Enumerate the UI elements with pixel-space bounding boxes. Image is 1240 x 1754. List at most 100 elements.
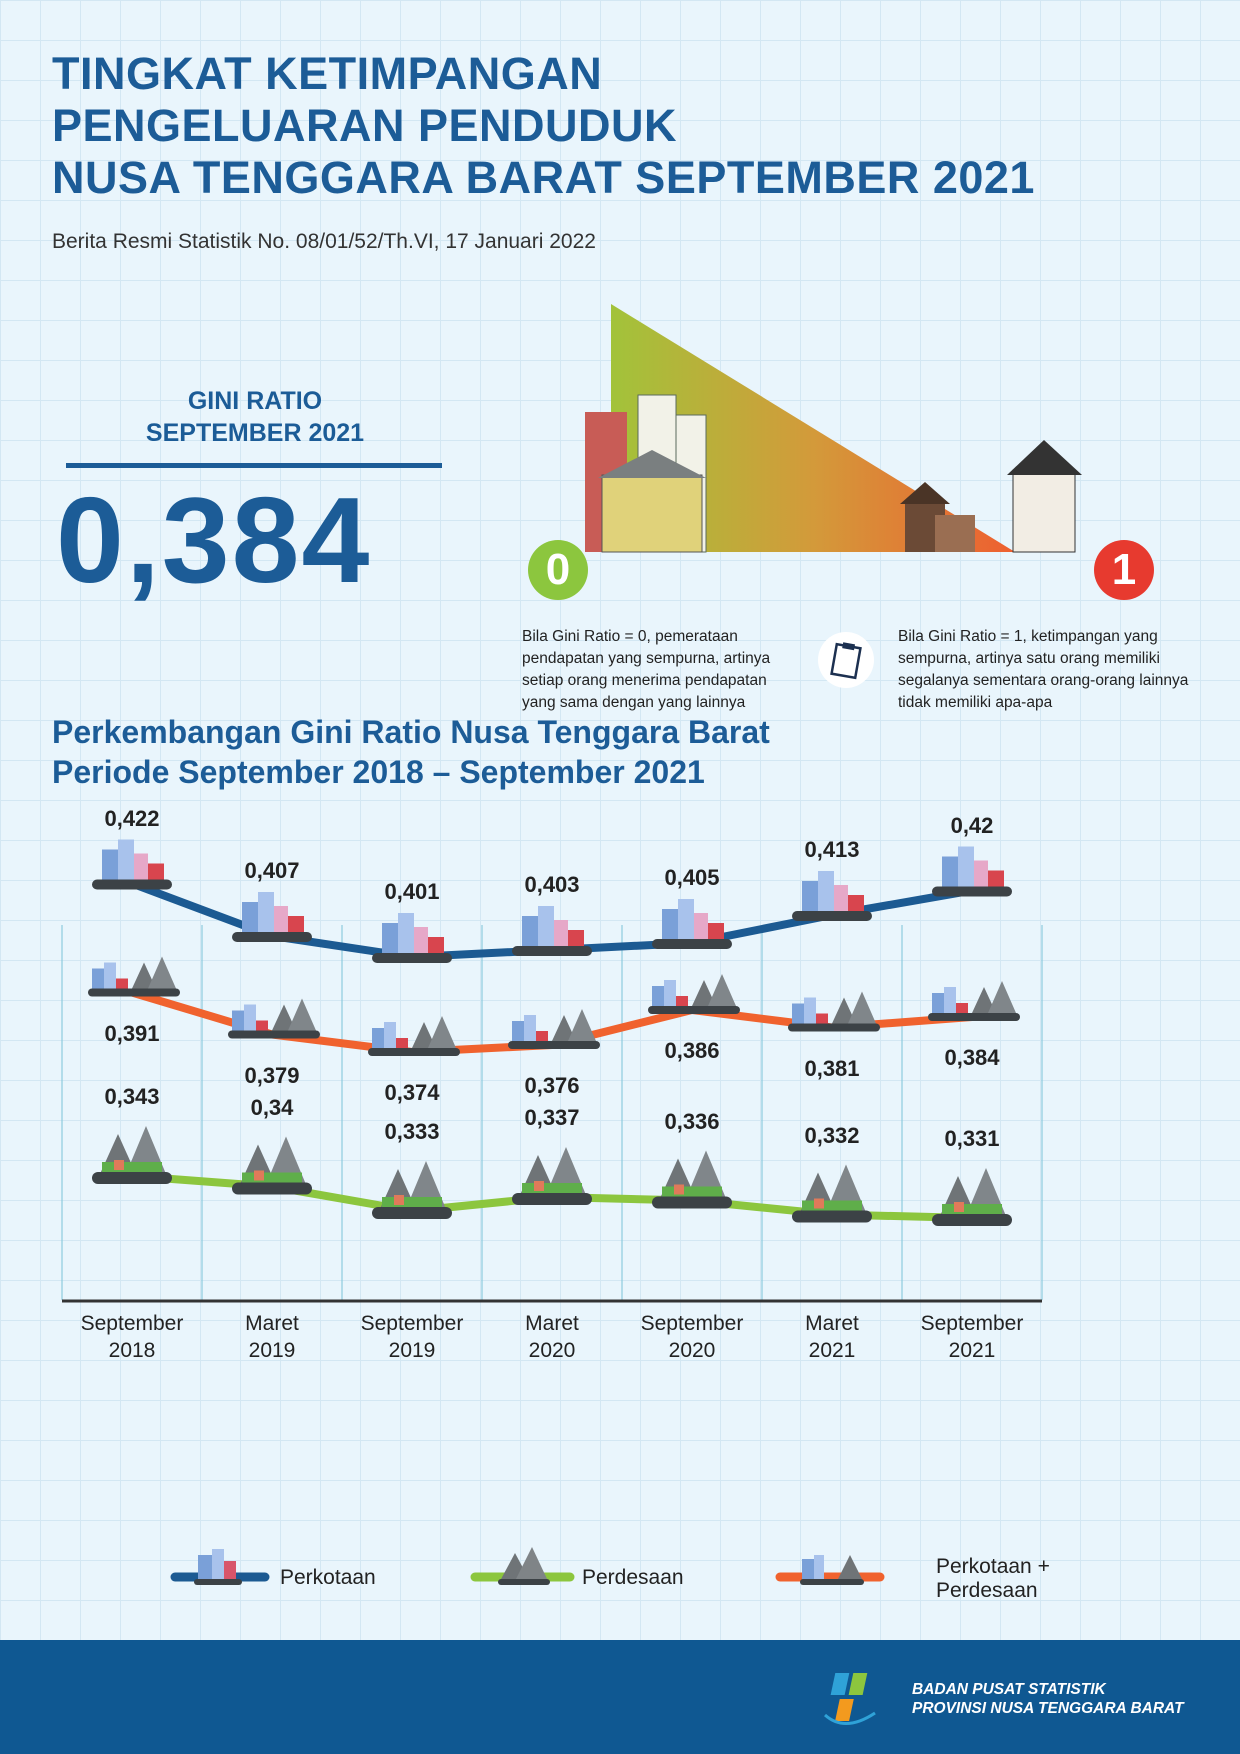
divider [66, 463, 442, 468]
x-tick-label: September 2020 [622, 1310, 762, 1364]
data-label: 0,336 [664, 1108, 720, 1134]
page-title: TINGKAT KETIMPANGAN PENGELUARAN PENDUDUK… [52, 48, 1035, 204]
data-label: 0,343 [104, 1084, 160, 1109]
city-marker-icon [232, 892, 312, 942]
gini-label-line: SEPTEMBER 2021 [145, 419, 365, 447]
city-marker-icon [792, 871, 872, 921]
data-label: 0,407 [244, 858, 300, 883]
org-name-line: PROVINSI NUSA TENGGARA BARAT [912, 1700, 1184, 1717]
x-tick-label-line: September [920, 1312, 1024, 1335]
data-label: 0,332 [804, 1122, 860, 1148]
village-marker-icon [92, 1126, 172, 1184]
inequality-illustration [528, 304, 1154, 600]
clipboard-icon [818, 632, 874, 688]
data-label: 0,374 [384, 1080, 440, 1105]
data-label: 0,376 [524, 1073, 580, 1098]
legend-city-village-icon [800, 1555, 864, 1585]
poor-houses-icon [900, 440, 1082, 553]
chart-title: Perkembangan Gini Ratio Nusa Tenggara Ba… [52, 712, 770, 792]
city-village-marker-icon [928, 981, 1020, 1021]
chart-title-line: Perkembangan Gini Ratio Nusa Tenggara Ba… [52, 714, 770, 750]
data-label: 0,403 [524, 872, 580, 897]
footer [0, 1640, 1240, 1754]
data-label: 0,384 [944, 1045, 1000, 1070]
chart-title-line: Periode September 2018 – September 2021 [52, 754, 705, 790]
village-marker-icon [932, 1168, 1012, 1226]
legend-label-line: Perdesaan [936, 1579, 1038, 1602]
data-label: 0,405 [664, 865, 720, 890]
bps-logo-icon [823, 1673, 876, 1725]
data-label: 0,337 [524, 1105, 580, 1130]
org-name: BADAN PUSAT STATISTIK PROVINSI NUSA TENG… [912, 1680, 1184, 1718]
x-tick-label-line: 2021 [948, 1339, 996, 1362]
x-tick-label-line: 2019 [248, 1339, 296, 1362]
data-label: 0,391 [104, 1020, 160, 1046]
legend-label-total: Perkotaan + Perdesaan [936, 1555, 1050, 1603]
gradient-triangle [611, 304, 1015, 552]
data-label: 0,42 [950, 812, 994, 838]
city-village-marker-icon [368, 1016, 460, 1056]
data-label: 0,34 [250, 1094, 294, 1120]
rich-buildings-icon [585, 394, 707, 553]
x-tick-label-line: 2020 [668, 1339, 716, 1362]
x-tick-label-line: September [80, 1312, 184, 1335]
city-marker-icon [92, 839, 172, 890]
city-village-marker-icon [88, 956, 180, 997]
legend-city-icon [194, 1549, 242, 1585]
data-label: 0,413 [804, 837, 860, 862]
x-tick-label-line: September [640, 1312, 744, 1335]
one-marker [1094, 540, 1154, 600]
legend-label-perdesaan: Perdesaan [582, 1566, 684, 1589]
village-marker-icon [232, 1136, 312, 1195]
legend-label-perkotaan: Perkotaan [280, 1566, 376, 1589]
x-tick-label: Maret 2021 [762, 1310, 902, 1364]
gini-zero-description: Bila Gini Ratio = 0, pemerataan pendapat… [522, 628, 771, 711]
data-label: 0,331 [944, 1126, 1000, 1151]
scale-min-label: 0 [545, 545, 571, 594]
city-marker-icon [372, 913, 452, 963]
org-name-line: BADAN PUSAT STATISTIK [912, 1681, 1106, 1698]
x-tick-label: September 2021 [902, 1310, 1042, 1364]
x-tick-label: Maret 2019 [202, 1310, 342, 1364]
city-marker-icon [652, 899, 732, 949]
chart-legend [170, 1547, 885, 1585]
title-line: NUSA TENGGARA BARAT SEPTEMBER 2021 [52, 152, 1035, 203]
data-label: 0,386 [664, 1038, 720, 1063]
x-tick-label-line: 2021 [808, 1339, 856, 1362]
legend-village-icon [498, 1547, 550, 1585]
gini-one-description: Bila Gini Ratio = 1, ketimpangan yang se… [898, 628, 1189, 711]
release-subtitle: Berita Resmi Statistik No. 08/01/52/Th.V… [52, 230, 596, 253]
city-marker-icon [512, 906, 592, 956]
scale-max-label: 1 [1111, 545, 1137, 594]
data-label: 0,381 [804, 1055, 860, 1081]
gini-label: GINI RATIO SEPTEMBER 2021 [70, 385, 440, 449]
city-village-marker-icon [648, 974, 740, 1014]
legend-label-line: Perkotaan + [936, 1555, 1050, 1578]
zero-marker [528, 540, 588, 600]
village-marker-icon [792, 1164, 872, 1223]
village-marker-icon [512, 1147, 592, 1205]
village-marker-icon [372, 1161, 452, 1219]
x-tick-label: September 2019 [342, 1310, 482, 1364]
x-tick-label-line: 2018 [108, 1339, 156, 1362]
gini-line-chart [61, 839, 1043, 1303]
x-tick-label-line: Maret [525, 1312, 579, 1335]
x-tick-label-line: September [360, 1312, 464, 1335]
title-line: PENGELUARAN PENDUDUK [52, 100, 678, 151]
city-marker-icon [932, 846, 1012, 897]
village-marker-icon [652, 1150, 732, 1209]
data-label: 0,379 [244, 1062, 300, 1088]
city-village-marker-icon [508, 1009, 600, 1049]
x-tick-label: Maret 2020 [482, 1310, 622, 1364]
x-tick-label-line: 2019 [388, 1339, 436, 1362]
x-tick-label-line: 2020 [528, 1339, 576, 1362]
data-label: 0,333 [384, 1119, 440, 1144]
x-tick-label-line: Maret [805, 1312, 859, 1335]
x-tick-label: September 2018 [62, 1310, 202, 1364]
city-village-marker-icon [228, 998, 320, 1039]
title-line: TINGKAT KETIMPANGAN [52, 48, 603, 99]
data-label: 0,422 [104, 805, 160, 831]
gini-label-line: GINI RATIO [187, 387, 323, 415]
x-tick-label-line: Maret [245, 1312, 299, 1335]
gini-value: 0,384 [56, 472, 372, 608]
